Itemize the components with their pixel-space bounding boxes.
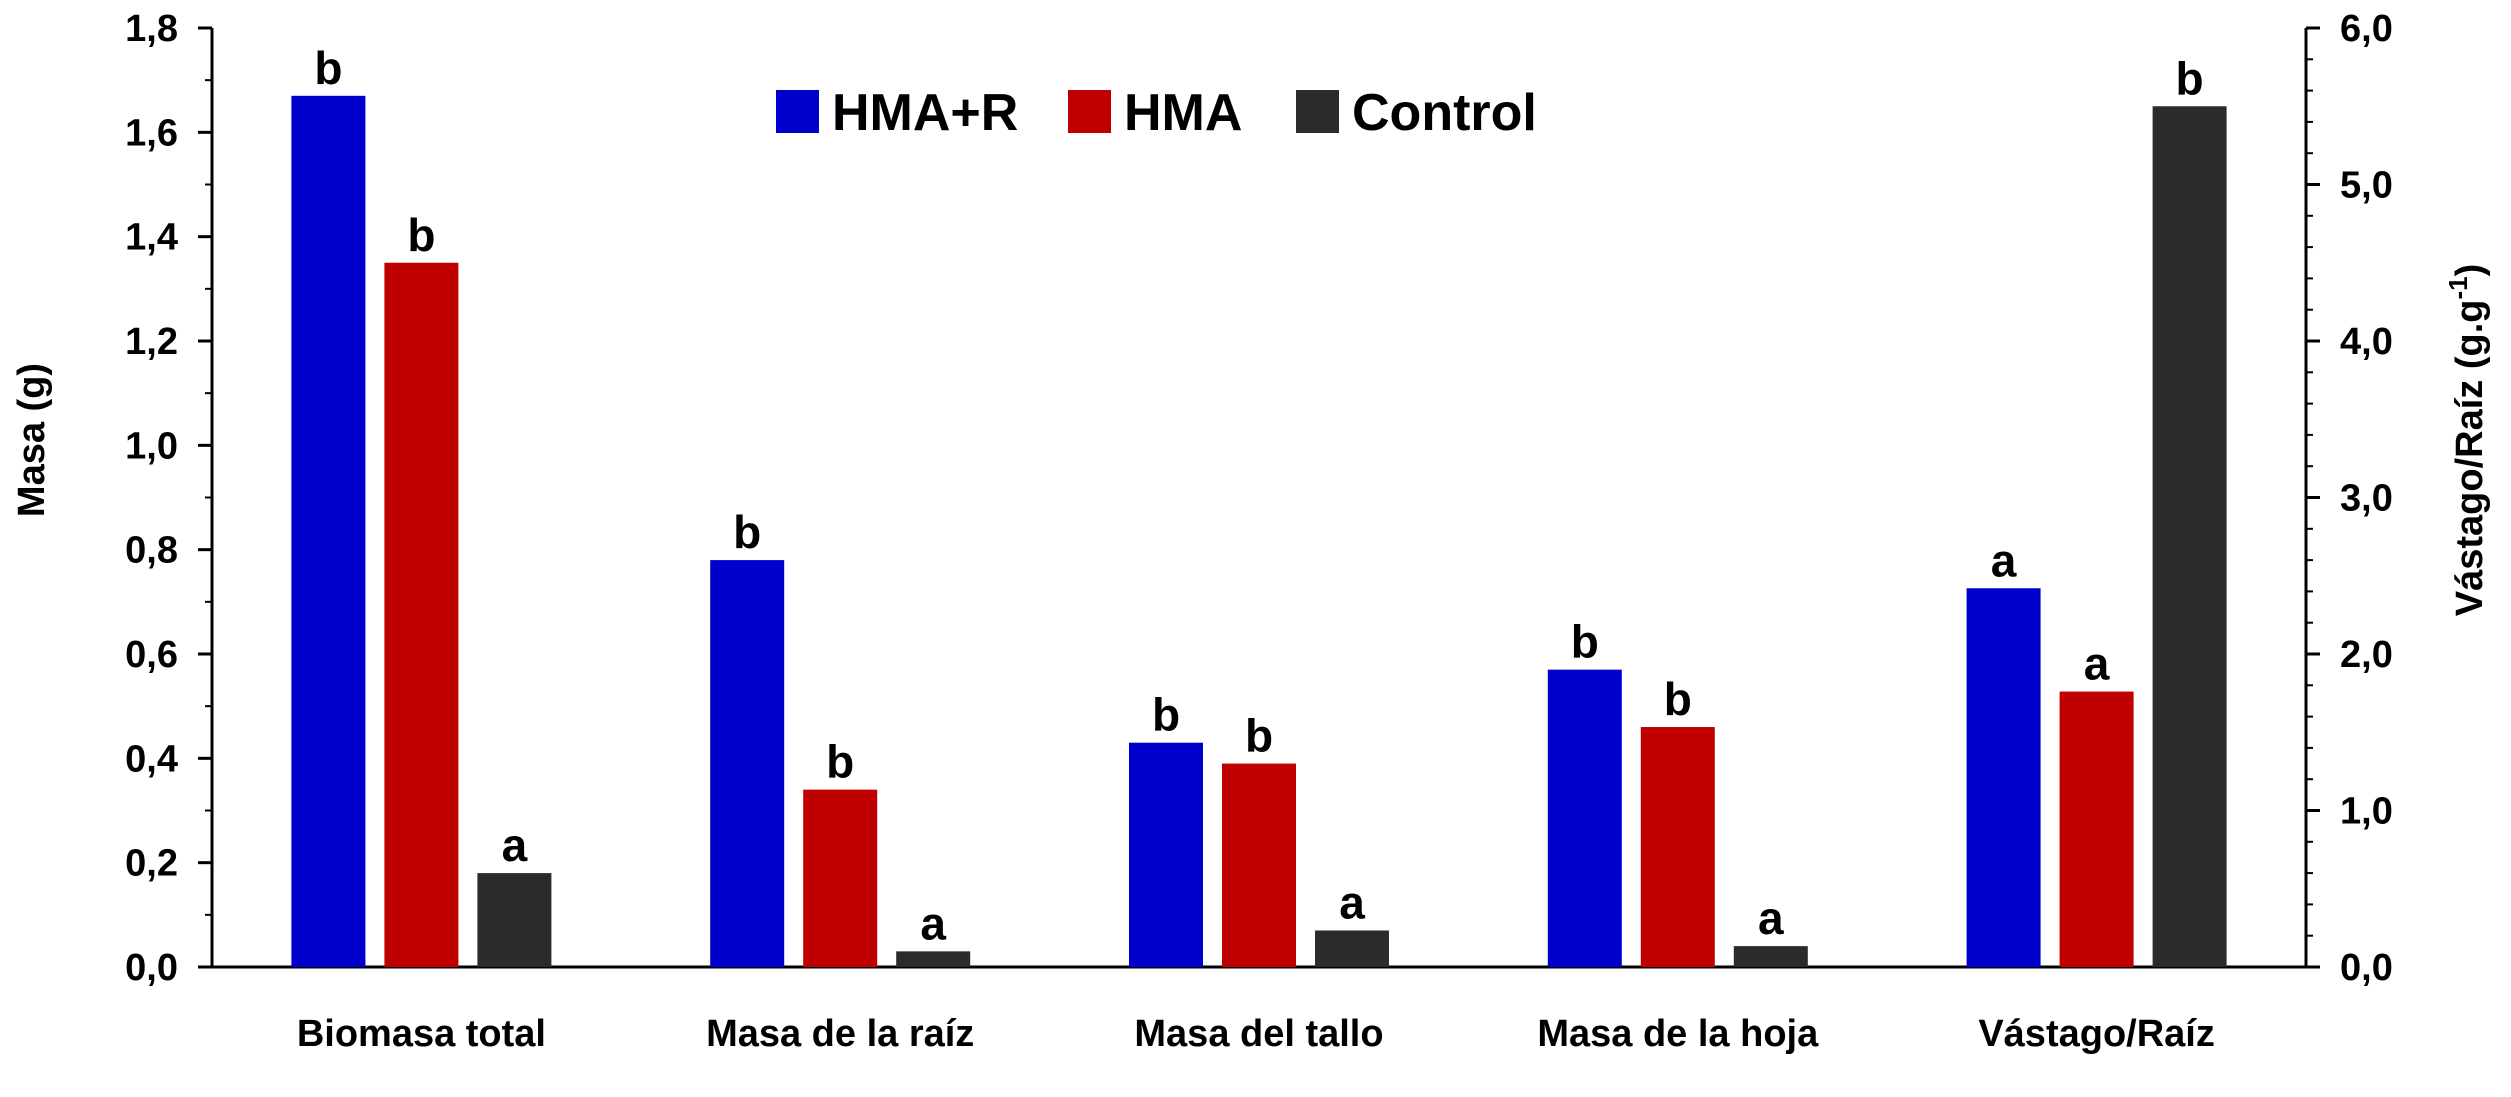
significance-label: a: [920, 897, 946, 949]
bar-hma: [1640, 727, 1715, 967]
significance-label: a: [1339, 876, 1365, 928]
category-label: Masa de la hoja: [1537, 1013, 1819, 1055]
category-labels: Biomasa total Masa de la raíz Masa del tal…: [297, 1013, 2215, 1055]
y-right-tick-label: 5,0: [2340, 165, 2393, 207]
y-right-tick-label: 2,0: [2340, 634, 2393, 676]
y-left-tick-label: 1,0: [125, 425, 178, 467]
significance-label: a: [1991, 534, 2017, 586]
bars: [291, 95, 2227, 968]
bar-hma: [1222, 763, 1296, 967]
y-left-tick-label: 1,8: [125, 8, 178, 50]
bar-hma-r: [1129, 742, 1203, 967]
significance-label: b: [826, 736, 854, 788]
y-left-tick-label: 0,2: [125, 843, 178, 885]
bar-control: [1315, 930, 1389, 967]
bar-hma-r: [1547, 669, 1622, 967]
y-left-tick-label: 0,0: [125, 947, 178, 989]
y-left-tick-label: 0,8: [125, 530, 178, 572]
significance-label: b: [407, 209, 435, 261]
y-axis-right-title-main: Vástago/Raíz (g.g: [2449, 300, 2491, 617]
y-left-tick-label: 1,6: [125, 112, 178, 154]
bar-control: [477, 873, 552, 967]
significance-label: b: [1571, 616, 1599, 668]
category-label: Biomasa total: [297, 1013, 546, 1055]
legend-label: HMA: [1124, 84, 1242, 142]
significance-labels: b b a b b a b b a b b a a a b: [314, 42, 2203, 950]
y-axis-right-title-sup: -1: [2443, 276, 2473, 299]
bar-hma: [803, 789, 878, 967]
y-left-tick-label: 0,4: [125, 738, 178, 780]
axes: 0,0 0,2 0,4 0,6 0,8 1,0 1,2 1,4 1,6 1,8 0,0 1,0 2,0 3…: [125, 8, 2393, 989]
legend: HMA+R HMA Control: [776, 84, 1537, 142]
y-axis-right-title: Vástago/Raíz (g.g-1): [2443, 264, 2491, 617]
bar-control: [1733, 946, 1808, 967]
bar-hma: [384, 262, 459, 967]
significance-label: b: [314, 42, 342, 94]
significance-label: a: [502, 819, 528, 871]
bar-hma-r: [710, 560, 785, 967]
y-right-tick-label: 6,0: [2340, 8, 2393, 50]
category-label: Masa del tallo: [1134, 1013, 1383, 1055]
bar-hma: [2059, 691, 2134, 967]
significance-label: b: [1152, 689, 1180, 741]
y-left-tick-label: 1,2: [125, 321, 178, 363]
y-right-tick-label: 4,0: [2340, 321, 2393, 363]
bar-hma-r: [1966, 588, 2041, 967]
significance-label: a: [2084, 638, 2110, 690]
legend-label: HMA+R: [832, 84, 1018, 142]
y-left-tick-label: 1,4: [125, 217, 178, 259]
legend-swatch: [776, 90, 819, 133]
y-axis-left-title: Masa (g): [11, 363, 53, 517]
significance-label: b: [2176, 52, 2204, 104]
category-label: Masa de la raíz: [706, 1013, 974, 1055]
significance-label: b: [1245, 710, 1273, 762]
y-left-tick-label: 0,6: [125, 634, 178, 676]
legend-swatch: [1068, 90, 1111, 133]
bar-control: [896, 951, 971, 967]
y-axis-right-title-end: ): [2449, 264, 2491, 277]
significance-label: b: [733, 506, 761, 558]
category-label: Vástago/Raíz: [1978, 1013, 2215, 1055]
y-right-tick-label: 1,0: [2340, 791, 2393, 833]
bar-control: [2152, 106, 2227, 967]
legend-label: Control: [1352, 84, 1537, 142]
y-right-tick-label: 0,0: [2340, 947, 2393, 989]
significance-label: a: [1758, 892, 1784, 944]
legend-swatch: [1296, 90, 1339, 133]
significance-label: b: [1664, 673, 1692, 725]
y-right-tick-label: 3,0: [2340, 478, 2393, 520]
bar-hma-r: [291, 95, 366, 968]
